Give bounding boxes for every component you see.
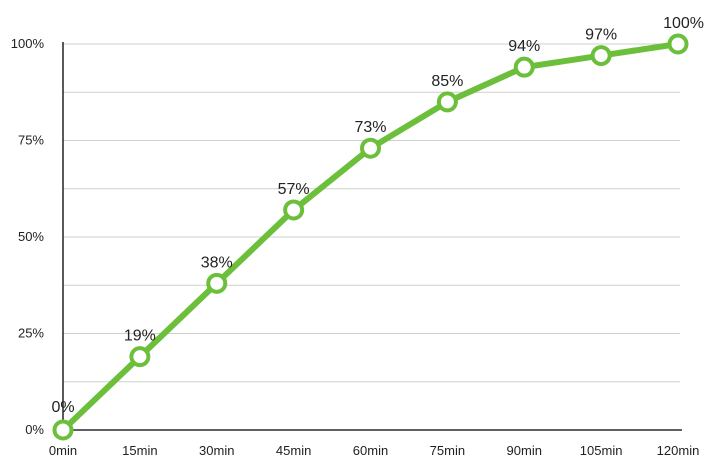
data-point-marker: [360, 137, 381, 159]
data-label: 97%: [585, 27, 617, 44]
data-label: 94%: [508, 38, 540, 55]
x-tick-label: 15min: [122, 443, 157, 458]
data-label: 57%: [278, 181, 310, 198]
data-point-marker: [667, 33, 689, 55]
data-markers: [52, 33, 689, 441]
data-point-marker: [513, 56, 535, 78]
data-label: 19%: [124, 328, 156, 345]
x-tick-labels: 0min 15min 30min 45min 60min 75min 90min 105min…: [49, 443, 699, 458]
data-labels: 0% 19% 38% 57% 73% 85% 94% 97% 100%: [51, 15, 704, 416]
x-tick-label: 105min: [580, 443, 623, 458]
data-point-marker: [52, 419, 74, 441]
y-tick-label: 25%: [18, 326, 44, 341]
data-point-marker: [590, 45, 612, 67]
x-tick-label: 45min: [276, 443, 311, 458]
y-tick-label: 50%: [18, 229, 44, 244]
data-label: 73%: [354, 119, 386, 136]
x-tick-label: 90min: [507, 443, 542, 458]
y-tick-label: 75%: [18, 133, 44, 148]
x-tick-label: 120min: [657, 443, 700, 458]
x-tick-label: 0min: [49, 443, 77, 458]
data-point-marker: [283, 199, 305, 221]
data-label: 38%: [201, 254, 233, 271]
data-point-marker: [129, 346, 151, 368]
data-label: 100%: [663, 15, 704, 32]
y-tick-labels: 0% 25% 50% 75% 100%: [11, 36, 45, 437]
x-tick-label: 75min: [430, 443, 465, 458]
y-tick-label: 0%: [25, 422, 44, 437]
data-label: 0%: [51, 399, 74, 416]
x-tick-label: 30min: [199, 443, 234, 458]
data-point-marker: [436, 91, 458, 113]
data-point-marker: [206, 272, 228, 294]
y-tick-label: 100%: [11, 36, 45, 51]
data-label: 85%: [431, 73, 463, 90]
x-tick-label: 60min: [353, 443, 388, 458]
axes: [62, 42, 682, 431]
